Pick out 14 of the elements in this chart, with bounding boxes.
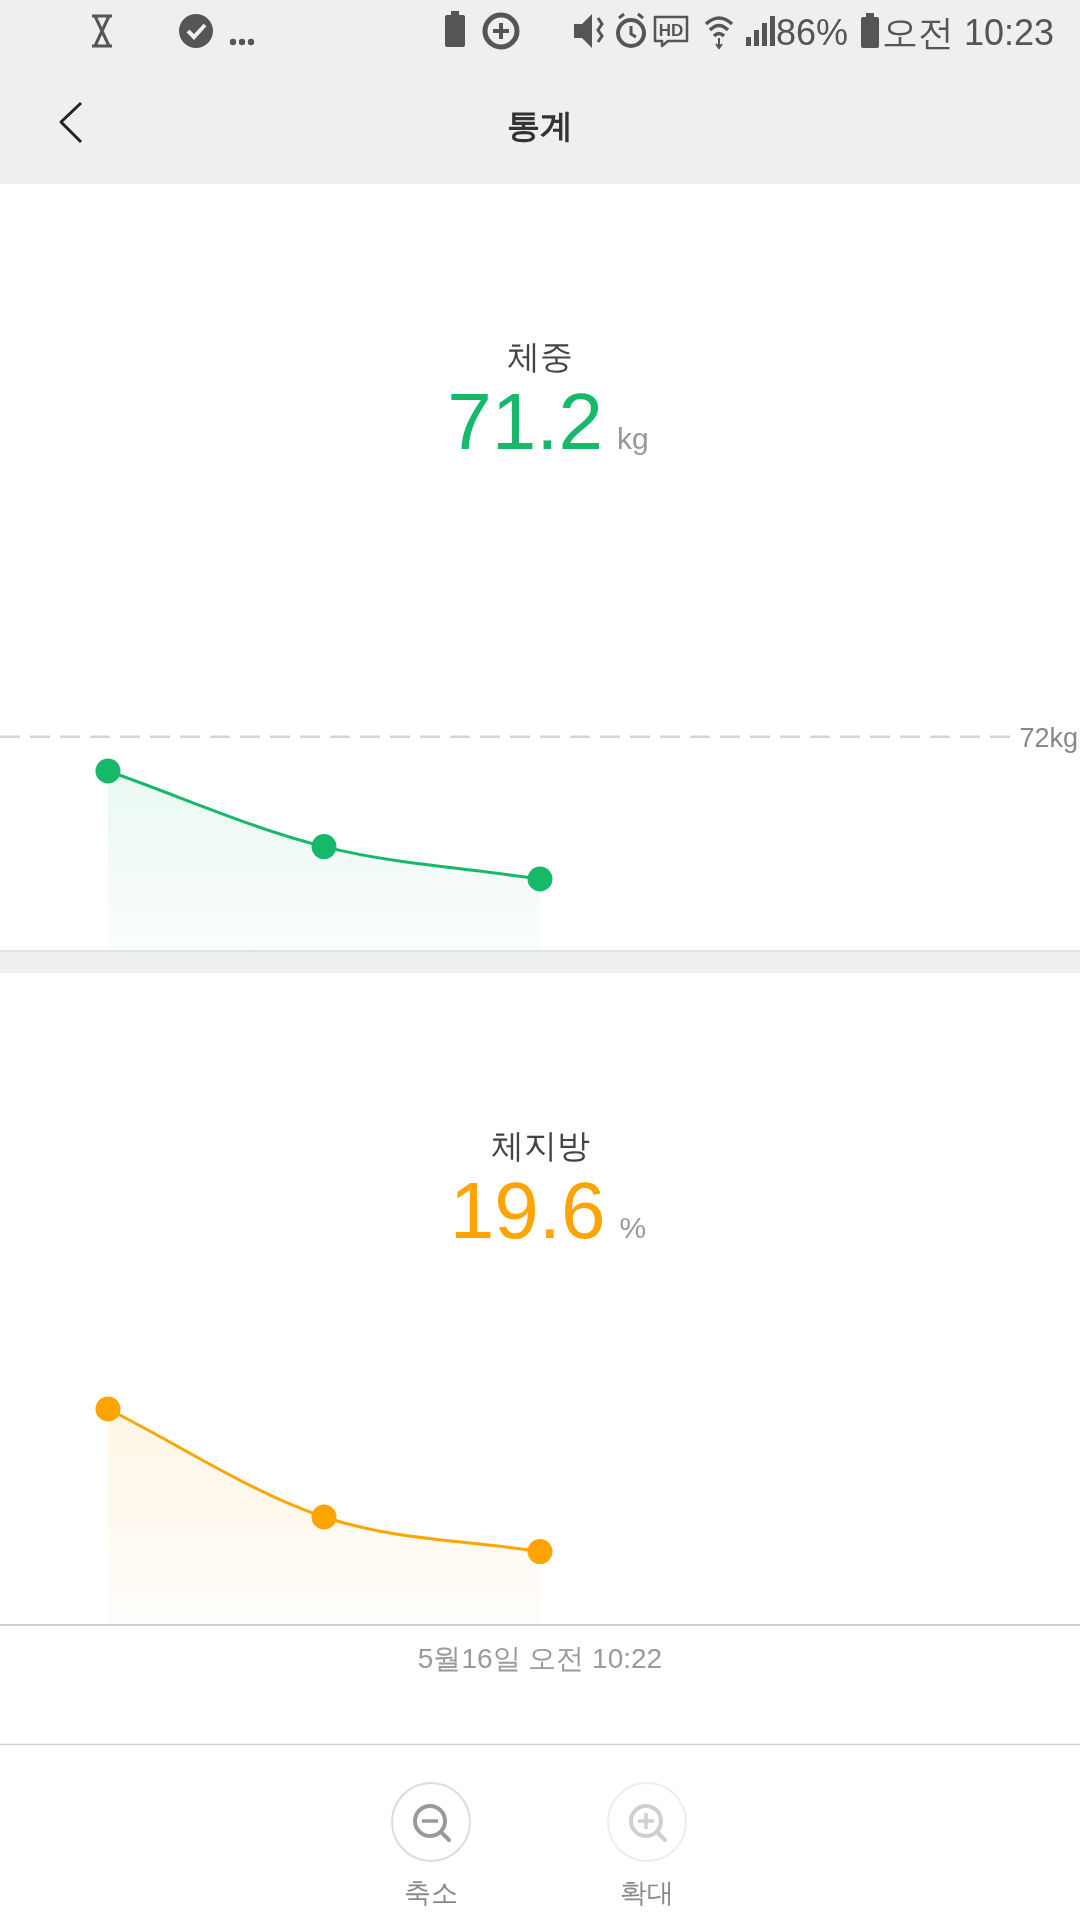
- chart-subtitle: 71.2: [447, 377, 604, 466]
- chart-title: 체지방: [490, 1127, 590, 1164]
- text: kg: [617, 422, 649, 455]
- chart-title: 체중: [507, 338, 573, 375]
- text: 확대: [620, 1878, 674, 1908]
- text: 오전 10:23: [881, 12, 1054, 53]
- x-axis-title: 5월16일 오전 10:22: [417, 1643, 663, 1674]
- text: 축소: [404, 1878, 458, 1908]
- text: 86%: [775, 12, 848, 53]
- chart-subtitle: 19.6: [449, 1166, 606, 1255]
- ref-line-label: 72kg: [1019, 722, 1078, 753]
- text: %: [619, 1211, 647, 1244]
- text: HD: [658, 21, 684, 40]
- text: 통계: [507, 107, 573, 144]
